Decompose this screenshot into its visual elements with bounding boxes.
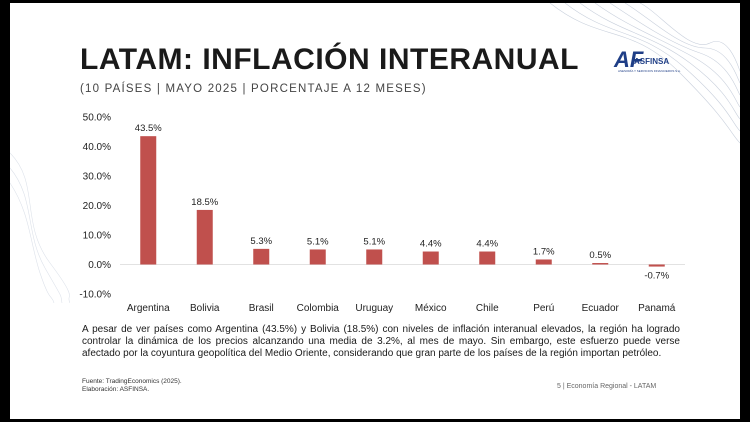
y-tick-label: 50.0%: [83, 113, 111, 124]
y-tick-label: 10.0%: [83, 231, 111, 242]
x-tick-label: Colombia: [297, 303, 340, 314]
y-tick-label: 40.0%: [83, 142, 111, 153]
data-label: 4.4%: [476, 239, 498, 250]
page-title: LATAM: INFLACIÓN INTERANUAL: [80, 43, 579, 76]
x-tick-label: Panamá: [638, 303, 676, 314]
data-label: 18.5%: [191, 197, 218, 208]
page-subtitle: (10 PAÍSES | MAYO 2025 | PORCENTAJE A 12…: [80, 83, 427, 95]
source-note: Fuente: TradingEconomics (2025). Elabora…: [82, 378, 182, 394]
bar-uruguay: [366, 249, 383, 265]
logo-name: ASFINSA: [634, 57, 670, 66]
y-tick-label: 0.0%: [88, 260, 111, 271]
data-labels: 43.5% 18.5% 5.3% 5.1% 5.1% 4.4% 4.4% 1.7% 0.5% -0…: [135, 123, 670, 281]
inflation-bar-chart: -10.0% 0.0% 10.0% 20.0% 30.0% 40.0% 50.0% 43.5…: [79, 113, 685, 314]
x-tick-label: Uruguay: [355, 303, 393, 314]
bar-perú: [535, 259, 552, 265]
y-tick-label: -10.0%: [79, 290, 111, 301]
bar-series: [140, 136, 665, 267]
asfinsa-logo: AF ASFINSA ASESORÍA Y SERVICIOS FINANCIE…: [614, 47, 694, 81]
y-tick-label: 20.0%: [83, 201, 111, 212]
decorative-wave-lines-left: [10, 152, 70, 303]
y-axis: -10.0% 0.0% 10.0% 20.0% 30.0% 40.0% 50.0%: [79, 113, 111, 301]
x-tick-label: Perú: [533, 303, 554, 314]
logo-tagline: ASESORÍA Y SERVICIOS FINANCIEROS S.A.: [618, 69, 681, 73]
data-label: 4.4%: [420, 239, 442, 250]
x-tick-label: Argentina: [127, 303, 170, 314]
source-line: Fuente: TradingEconomics (2025).: [82, 378, 182, 385]
slide: LATAM: INFLACIÓN INTERANUAL (10 PAÍSES |…: [10, 3, 740, 419]
y-tick-label: 30.0%: [83, 172, 111, 183]
elaboration-line: Elaboración: ASFINSA.: [82, 386, 150, 393]
x-tick-label: Chile: [476, 303, 499, 314]
data-label: 0.5%: [589, 250, 611, 261]
data-label: 43.5%: [135, 123, 162, 134]
analysis-paragraph: A pesar de ver países como Argentina (43…: [82, 324, 680, 359]
data-label: 5.1%: [363, 236, 385, 247]
bar-argentina: [140, 136, 157, 265]
bar-brasil: [253, 248, 270, 265]
decorative-wave-lines: [549, 3, 740, 144]
data-label: -0.7%: [644, 271, 669, 282]
x-tick-label: Ecuador: [582, 303, 620, 314]
bar-colombia: [309, 249, 326, 265]
bar-chile: [479, 251, 496, 265]
bar-méxico: [422, 251, 439, 265]
bar-bolivia: [196, 209, 213, 265]
x-tick-label: Brasil: [249, 303, 274, 314]
data-label: 5.3%: [250, 236, 272, 247]
bar-ecuador: [592, 263, 609, 265]
bar-panamá: [648, 264, 665, 267]
logo-mark: AF: [614, 47, 644, 72]
x-axis: Argentina Bolivia Brasil Colombia Uruguay Méx…: [127, 303, 676, 314]
page-number: 5 | Economía Regional - LATAM: [557, 383, 657, 390]
data-label: 5.1%: [307, 236, 329, 247]
data-label: 1.7%: [533, 246, 555, 257]
x-tick-label: Bolivia: [190, 303, 220, 314]
x-tick-label: México: [415, 303, 447, 314]
